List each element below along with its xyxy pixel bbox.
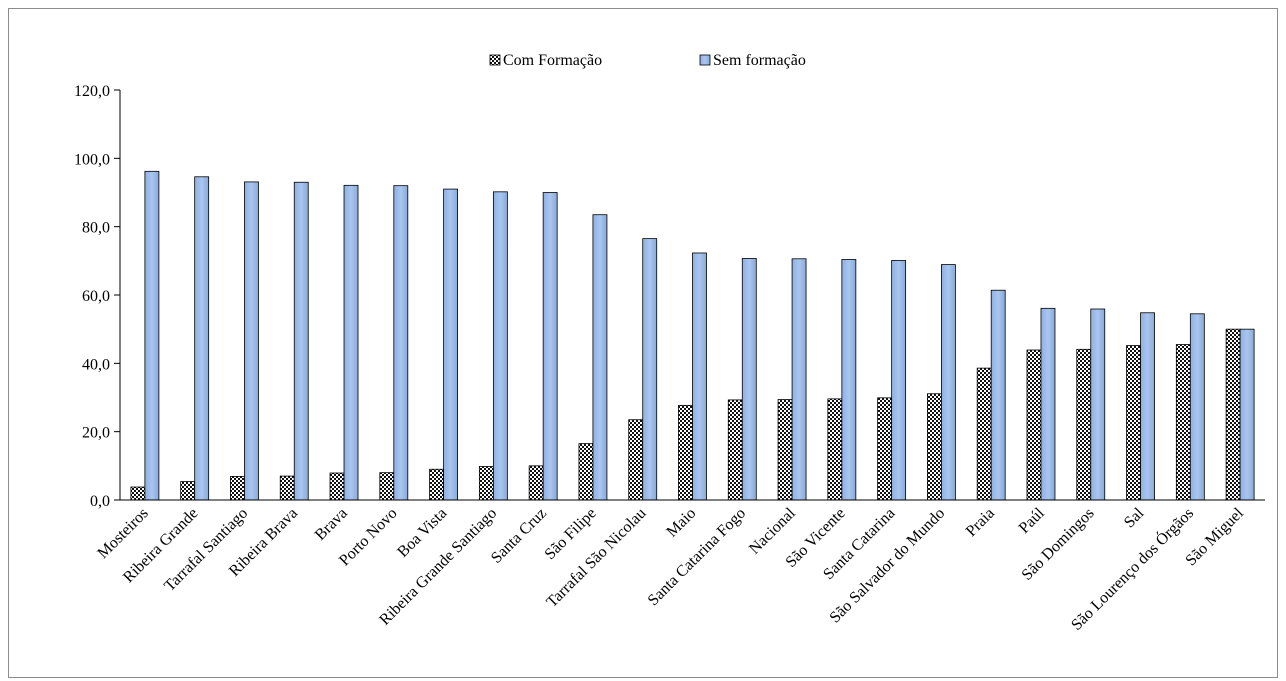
bar-sem-formacao (492, 191, 508, 501)
bars (130, 170, 1255, 501)
legend-label: Com Formação (503, 52, 602, 69)
legend-swatch (699, 54, 711, 66)
x-tick-label: Paúl (1016, 504, 1049, 537)
y-tick-label: 0,0 (90, 493, 110, 510)
bar-sem-formacao (891, 260, 907, 501)
bar-sem-formacao (592, 214, 608, 501)
bar-sem-formacao (841, 259, 857, 501)
bar-com-formacao (727, 399, 743, 501)
bar-com-formacao (578, 443, 594, 501)
x-tick-label: Brava (312, 505, 351, 544)
bar-sem-formacao (741, 258, 757, 501)
bar-sem-formacao (692, 252, 707, 501)
bar-com-formacao (927, 393, 942, 501)
bar-sem-formacao (443, 188, 458, 501)
bar-sem-formacao (1090, 308, 1106, 501)
bar-com-formacao (1225, 328, 1241, 501)
bar-com-formacao (1076, 348, 1092, 501)
bar-sem-formacao (1040, 307, 1056, 501)
bar-com-formacao (628, 419, 644, 501)
y-tick-label: 40,0 (82, 356, 110, 373)
bar-com-formacao (1026, 349, 1042, 501)
bar-com-formacao (478, 466, 494, 501)
y-tick-label: 60,0 (82, 288, 110, 305)
y-tick-label: 80,0 (82, 220, 110, 237)
bar-com-formacao (827, 398, 843, 501)
bar-com-formacao (329, 472, 345, 501)
legend-swatch (489, 54, 501, 66)
bar-com-formacao (180, 481, 196, 501)
x-tick-label: Tarrafal São Nicolau (543, 505, 649, 611)
x-tick-label: Praia (963, 505, 998, 540)
bar-sem-formacao (542, 192, 558, 501)
bar-sem-formacao (244, 181, 259, 501)
y-tick-label: 100,0 (74, 151, 110, 168)
bar-com-formacao (429, 468, 444, 501)
y-axis: 0,0 20,0 40,0 60,0 80,0 100,0 120,0 (74, 83, 121, 510)
bar-sem-formacao (144, 170, 160, 501)
bar-com-formacao (877, 397, 893, 501)
bar-com-formacao (130, 486, 146, 501)
bar-com-formacao (279, 475, 295, 501)
bar-sem-formacao (393, 185, 409, 501)
bar-sem-formacao (791, 258, 807, 501)
bar-com-formacao (1126, 345, 1141, 501)
bar-sem-formacao (1239, 328, 1255, 501)
bar-sem-formacao (941, 264, 956, 501)
bar-sem-formacao (1189, 313, 1205, 501)
x-tick-label: Sal (1121, 504, 1148, 531)
bar-com-formacao (528, 465, 544, 501)
bar-sem-formacao (293, 181, 309, 501)
bar-com-formacao (777, 399, 793, 501)
bar-com-formacao (1175, 344, 1191, 501)
bar-com-formacao (379, 472, 395, 501)
x-tick-label: Santa Catarina Fogo (645, 505, 749, 609)
bar-sem-formacao (642, 238, 658, 501)
bar-com-formacao (678, 404, 693, 501)
bar-sem-formacao (1140, 312, 1155, 501)
bar-sem-formacao (990, 289, 1006, 501)
y-tick-label: 20,0 (82, 425, 110, 442)
x-tick-label: Maio (663, 505, 699, 541)
legend-label: Sem formação (713, 52, 806, 69)
bar-sem-formacao (343, 184, 359, 501)
y-tick-label: 120,0 (74, 83, 110, 100)
bar-com-formacao (230, 476, 245, 501)
legend: Com Formação Sem formação (489, 52, 806, 69)
bar-com-formacao (976, 367, 992, 501)
bar-sem-formacao (194, 176, 210, 501)
